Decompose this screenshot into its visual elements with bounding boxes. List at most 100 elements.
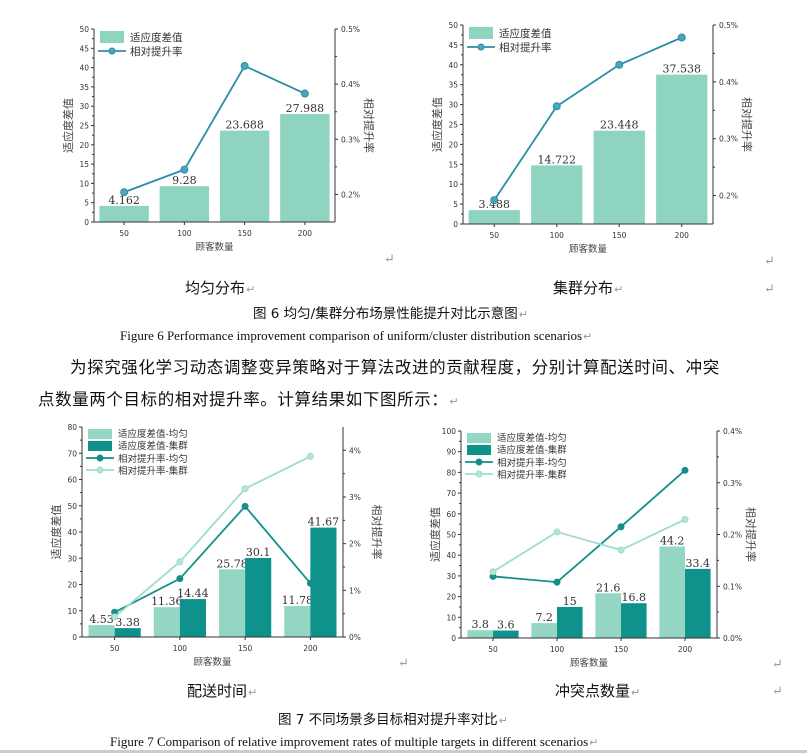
line-marker xyxy=(552,102,561,111)
bar-value-label: 14.722 xyxy=(538,153,577,166)
series-line xyxy=(123,64,306,194)
y2-tick-label: 4% xyxy=(349,446,361,455)
paragraph-mark xyxy=(398,656,409,671)
y-tick-label: 20 xyxy=(448,140,458,149)
x-tick-label: 200 xyxy=(303,644,318,653)
line-marker xyxy=(617,523,625,531)
bar xyxy=(179,599,206,637)
line-marker xyxy=(681,515,689,523)
bar xyxy=(219,569,246,637)
legend-swatch-bar xyxy=(469,27,493,39)
line-marker xyxy=(176,558,184,566)
y2-tick-label: 0% xyxy=(349,633,361,642)
bar xyxy=(593,130,645,224)
line-marker xyxy=(553,528,561,536)
legend-label: 相对提升率-集群 xyxy=(497,469,567,481)
bar xyxy=(280,113,330,222)
y-axis-title: 适应度差值 xyxy=(49,505,63,560)
legend-label: 适应度差值-均匀 xyxy=(497,432,567,444)
series-line xyxy=(492,518,686,573)
line-marker xyxy=(241,502,249,510)
y2-tick-label: 0.2% xyxy=(719,192,738,201)
y2-axis-title: 相对提升率 xyxy=(740,97,754,152)
bar xyxy=(310,527,337,637)
x-tick-label: 100 xyxy=(550,645,565,654)
x-tick-label: 100 xyxy=(173,644,188,653)
y-tick-label: 30 xyxy=(448,101,458,110)
bar-value-label: 44.2 xyxy=(660,535,685,548)
y-tick-label: 35 xyxy=(79,83,89,92)
y-tick-label: 5 xyxy=(84,199,89,208)
bar xyxy=(114,628,141,637)
bar-value-label: 16.8 xyxy=(622,591,647,604)
line-marker xyxy=(120,188,129,197)
x-axis-title: 顾客数量 xyxy=(195,241,234,253)
x-tick-label: 200 xyxy=(678,645,693,654)
bar-value-label: 4.162 xyxy=(108,194,140,207)
bar-value-label: 15 xyxy=(563,595,577,608)
y-tick-label: 70 xyxy=(67,449,77,458)
legend-label: 适应度差值-均匀 xyxy=(118,428,188,440)
paragraph-mark xyxy=(764,282,775,297)
bar-value-label: 37.538 xyxy=(663,63,702,76)
x-tick-label: 150 xyxy=(238,644,253,653)
y2-axis-title: 相对提升率 xyxy=(744,507,758,562)
bar-value-label: 3.6 xyxy=(497,619,515,632)
y-tick-label: 80 xyxy=(446,468,456,477)
legend-label: 相对提升率 xyxy=(499,41,552,54)
legend-label: 相对提升率-集群 xyxy=(118,465,188,477)
bar-value-label: 21.6 xyxy=(596,581,621,594)
line-marker xyxy=(306,452,314,460)
line-marker xyxy=(176,575,184,583)
y2-tick-label: 0.4% xyxy=(723,427,742,436)
x-axis-title: 顾客数量 xyxy=(193,656,232,668)
legend-label: 适应度差值-集群 xyxy=(118,440,188,452)
bar xyxy=(468,210,520,224)
bar-value-label: 11.36 xyxy=(151,595,183,608)
bar-value-label: 27.988 xyxy=(286,102,325,115)
x-tick-label: 50 xyxy=(119,229,129,238)
line-marker xyxy=(489,568,497,576)
y2-tick-label: 0.2% xyxy=(723,531,742,540)
x-tick-label: 200 xyxy=(298,229,313,238)
y-tick-label: 50 xyxy=(79,25,89,34)
x-tick-label: 50 xyxy=(488,645,498,654)
y-tick-label: 15 xyxy=(448,160,458,169)
y-tick-label: 20 xyxy=(79,141,89,150)
bar xyxy=(219,130,270,222)
bar xyxy=(557,606,583,638)
fig7-caption-en: Figure 7 Comparison of relative improvem… xyxy=(110,734,598,750)
fig6-caption-cn: 图 6 均匀/集群分布场景性能提升对比示意图 xyxy=(253,302,528,322)
x-tick-label: 150 xyxy=(612,231,627,240)
y-tick-label: 15 xyxy=(79,160,89,169)
y2-tick-label: 0.4% xyxy=(341,80,360,89)
y2-axis-title: 相对提升率 xyxy=(362,98,376,153)
series-line xyxy=(114,504,312,614)
y2-tick-label: 2% xyxy=(349,540,361,549)
y-axis-title: 适应度差值 xyxy=(430,97,444,152)
legend-swatch-marker xyxy=(475,470,483,478)
legend-swatch-marker xyxy=(475,458,483,466)
y-tick-label: 25 xyxy=(79,122,89,131)
y-tick-label: 40 xyxy=(448,61,458,70)
y-tick-label: 50 xyxy=(448,21,458,30)
bar xyxy=(531,165,583,224)
x-tick-label: 50 xyxy=(489,231,499,240)
line-marker xyxy=(681,466,689,474)
bar-value-label: 11.78 xyxy=(282,594,314,607)
bar-value-label: 7.2 xyxy=(535,611,553,624)
series-line xyxy=(493,36,683,201)
chart-2: 4.53 11.36 25.78 11.78 3.38 14.44 30.1 41.67 0 10… xyxy=(49,423,384,668)
paragraph-mark xyxy=(772,684,783,699)
legend-swatch-bar xyxy=(467,445,491,455)
y2-tick-label: 0.1% xyxy=(723,582,742,591)
y-tick-label: 50 xyxy=(67,502,77,511)
y-tick-label: 10 xyxy=(448,180,458,189)
x-axis-title: 顾客数量 xyxy=(569,243,608,255)
y2-tick-label: 1% xyxy=(349,586,361,595)
y2-tick-label: 0.3% xyxy=(719,135,738,144)
y2-tick-label: 0.3% xyxy=(723,479,742,488)
y-tick-label: 70 xyxy=(446,489,456,498)
bar xyxy=(656,74,708,225)
bar xyxy=(159,186,210,222)
